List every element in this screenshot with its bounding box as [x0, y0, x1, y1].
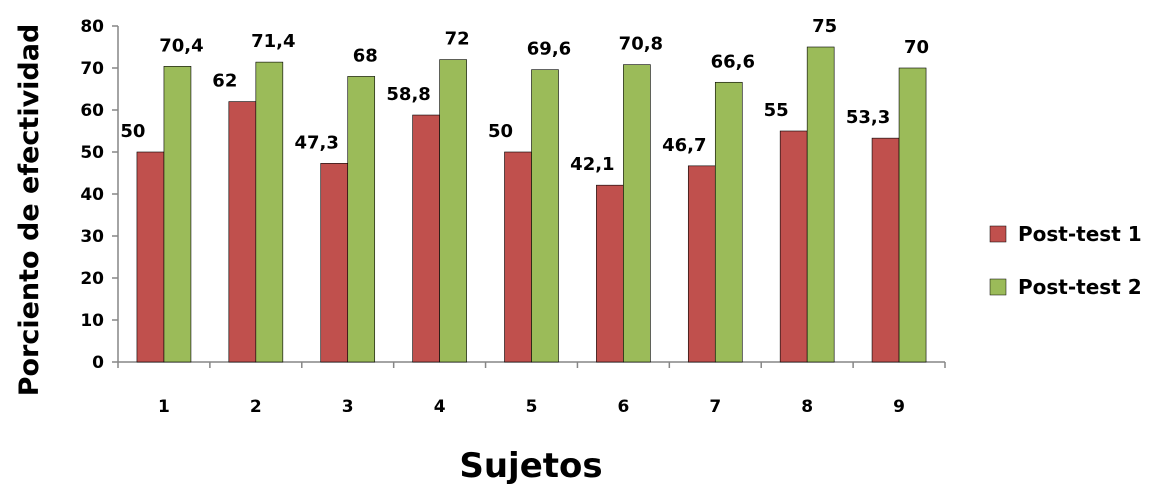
y-axis-title: Porciento de efectividad — [14, 24, 45, 397]
data-label-series-2: 70,4 — [159, 35, 203, 56]
bar-series-2 — [255, 61, 284, 363]
x-tick-label: 1 — [158, 397, 170, 417]
bar-series-2 — [714, 81, 743, 363]
data-label-series-2: 71,4 — [251, 31, 295, 52]
bars — [136, 46, 927, 363]
x-tick-label: 2 — [250, 397, 262, 417]
data-label-series-1: 50 — [120, 121, 145, 142]
y-tick-label: 20 — [80, 269, 104, 289]
bar-series-2 — [439, 59, 467, 363]
bar-series-1 — [320, 163, 349, 363]
bar-series-2 — [531, 69, 559, 363]
data-label-series-1: 62 — [212, 71, 237, 92]
bar-series-2 — [347, 76, 376, 363]
x-axis-title: Sujetos — [459, 446, 602, 486]
bar-series-1 — [504, 151, 532, 363]
bar-series-1 — [412, 114, 440, 363]
bar-series-1 — [871, 137, 900, 363]
x-tick-label: 3 — [342, 397, 354, 417]
legend-swatch-post-test-2 — [989, 278, 1007, 296]
data-labels: 50 62 47,3 58,8 50 42,1 46,7 55 53,3 70,4 71,4 68 72… — [120, 16, 929, 175]
data-label-series-1: 58,8 — [386, 84, 430, 105]
data-label-series-2: 66,6 — [711, 51, 755, 72]
y-tick-label: 10 — [80, 311, 104, 331]
legend-label-post-test-2: Post-test 2 — [1018, 275, 1142, 299]
y-tick-label: 60 — [80, 101, 104, 121]
bar-series-2 — [623, 64, 651, 363]
y-tick-label: 40 — [80, 185, 104, 205]
bar-series-2 — [898, 67, 927, 363]
bar-series-1 — [779, 130, 808, 363]
bar-series-2 — [806, 46, 835, 363]
x-tick-label: 4 — [434, 397, 446, 417]
bar-series-1 — [687, 165, 716, 363]
data-label-series-1: 46,7 — [662, 135, 706, 156]
data-label-series-2: 69,6 — [527, 39, 571, 60]
y-tick-label: 70 — [80, 59, 104, 79]
legend-label-post-test-1: Post-test 1 — [1018, 222, 1142, 246]
x-tick-label: 5 — [526, 397, 538, 417]
x-tick-label: 7 — [709, 397, 721, 417]
x-tick-label: 8 — [801, 397, 813, 417]
data-label-series-1: 55 — [764, 100, 789, 121]
x-tick-label: 9 — [893, 397, 905, 417]
y-tick-label: 0 — [92, 353, 104, 373]
legend: Post-test 1 Post-test 2 — [989, 222, 1142, 299]
data-label-series-1: 42,1 — [570, 154, 614, 175]
bar-series-1 — [596, 184, 624, 363]
data-label-series-2: 72 — [445, 29, 470, 50]
x-tick-label: 6 — [617, 397, 629, 417]
y-tick-label: 30 — [80, 227, 104, 247]
y-tick-label: 80 — [80, 17, 104, 37]
data-label-series-2: 70 — [904, 37, 929, 58]
bar-series-2 — [163, 66, 192, 363]
data-label-series-2: 70,8 — [619, 34, 663, 55]
data-label-series-2: 75 — [812, 16, 837, 37]
y-tick-label: 50 — [80, 143, 104, 163]
data-label-series-1: 53,3 — [846, 107, 890, 128]
axes: 0 10 20 30 40 50 60 70 80 1 2 3 4 5 6 7 8 9 — [80, 17, 946, 417]
data-label-series-1: 50 — [488, 121, 513, 142]
legend-swatch-post-test-1 — [989, 225, 1007, 243]
bar-series-1 — [228, 101, 257, 363]
data-label-series-1: 47,3 — [295, 132, 339, 153]
data-label-series-2: 68 — [353, 45, 378, 66]
bar-series-1 — [136, 151, 165, 363]
